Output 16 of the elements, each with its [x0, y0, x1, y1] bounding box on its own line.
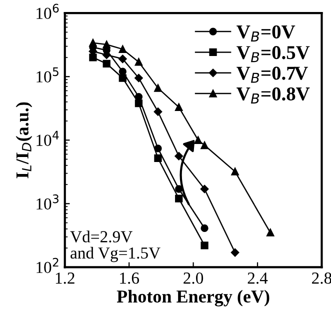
- x-tick-label: 1.6: [120, 272, 140, 284]
- y-tick-label: 10$^{5}$: [36, 67, 58, 82]
- x-axis-title: Photon Energy (eV): [116, 290, 270, 306]
- legend-label: V$_{B}$=0.5V: [236, 46, 310, 62]
- legend-label: V$_{B}$=0.8V: [236, 87, 310, 104]
- x-tick-label: 2.0: [184, 272, 204, 284]
- legend-label: V$_{B}$=0V: [236, 25, 296, 42]
- y-tick-label: 10$^{2}$: [36, 258, 58, 274]
- annotation: Vd=2.9V and Vg=1.5V: [70, 230, 160, 262]
- x-tick-label: 2.4: [248, 272, 268, 284]
- y-tick-label: 10$^{3}$: [36, 194, 58, 210]
- y-axis-title: I$_{L}$/I$_{D}$(a.u.): [16, 102, 32, 178]
- x-tick-label: 1.2: [56, 272, 74, 284]
- y-tick-label: 10$^{4}$: [36, 130, 59, 146]
- legend-label: V$_{B}$=0.7V: [236, 66, 308, 83]
- y-tick-label: 10$^{6}$: [36, 4, 59, 20]
